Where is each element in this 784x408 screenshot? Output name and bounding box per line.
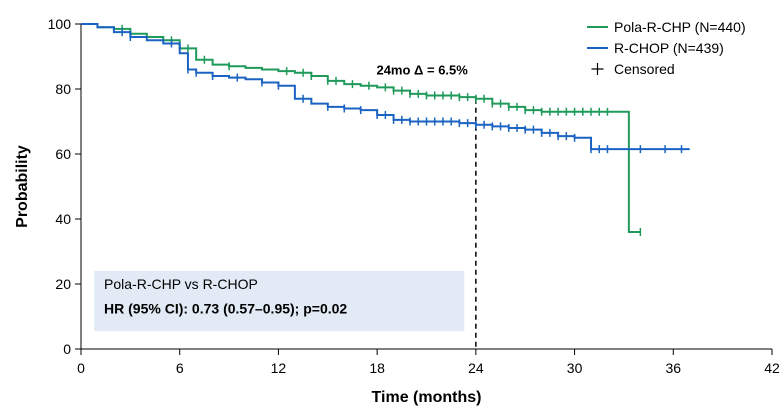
x-tick-label: 0 [77, 360, 85, 376]
x-tick-label: 18 [369, 360, 385, 376]
y-axis-title: Probability [14, 145, 31, 228]
annotation-text: 24mo Δ = 6.5% [376, 62, 468, 77]
y-tick-label: 100 [48, 16, 72, 32]
x-tick-label: 24 [468, 360, 484, 376]
x-tick-label: 42 [764, 360, 780, 376]
legend-label-censored: Censored [614, 61, 675, 77]
x-tick-label: 6 [176, 360, 184, 376]
y-tick-label: 20 [55, 276, 71, 292]
legend-censored-icon [591, 63, 604, 75]
y-tick-label: 40 [55, 211, 71, 227]
legend-label-0: Pola-R-CHP (N=440) [614, 19, 746, 35]
x-tick-label: 12 [271, 360, 287, 376]
y-tick-label: 60 [55, 146, 71, 162]
hr-box-line2: HR (95% CI): 0.73 (0.57–0.95); p=0.02 [104, 300, 347, 316]
hr-box-background [94, 271, 465, 332]
legend-label-1: R-CHOP (N=439) [614, 40, 724, 56]
x-tick-label: 30 [567, 360, 583, 376]
y-tick-label: 0 [63, 341, 71, 357]
x-axis-title: Time (months) [372, 389, 482, 406]
x-tick-label: 36 [665, 360, 681, 376]
hr-box-line1: Pola-R-CHP vs R-CHOP [104, 276, 258, 292]
series-line-0 [81, 23, 641, 233]
y-tick-label: 80 [55, 81, 71, 97]
